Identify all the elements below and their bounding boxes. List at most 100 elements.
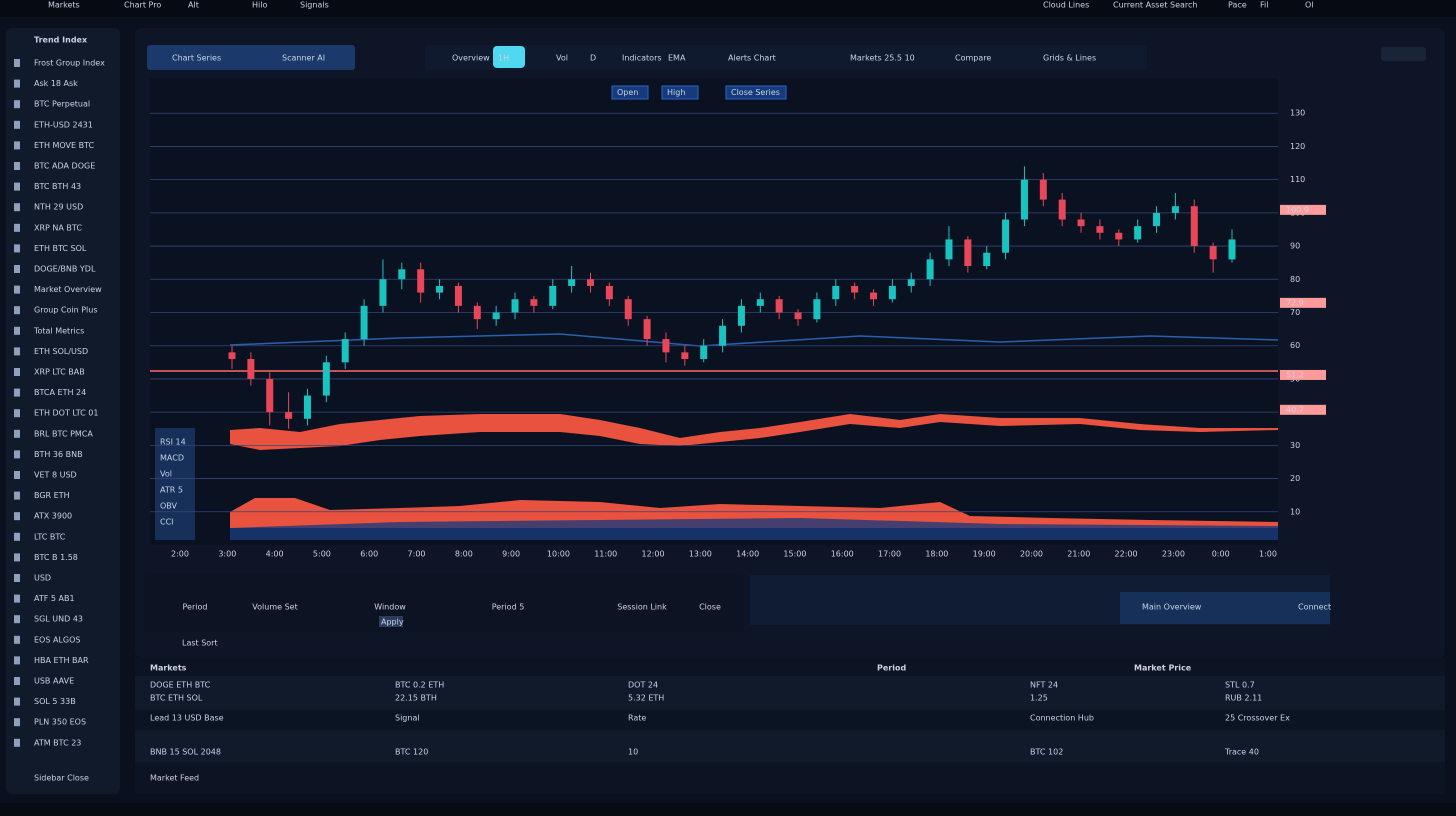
sidebar-item[interactable]: BTCA ETH 24 <box>34 388 86 397</box>
top-menu-item[interactable]: Hilo <box>252 1 267 10</box>
x-tick-label: 12:00 <box>642 550 665 559</box>
toolbar-tab[interactable]: Alerts Chart <box>728 54 776 63</box>
sidebar-item[interactable]: XRP NA BTC <box>34 223 82 232</box>
sidebar-item[interactable]: Group Coin Plus <box>34 306 98 315</box>
x-tick-label: 5:00 <box>313 550 331 559</box>
sidebar-item[interactable]: HBA ETH BAR <box>34 656 89 665</box>
sidebar-icon <box>14 347 20 356</box>
action-label[interactable]: Connect <box>1298 603 1331 612</box>
overlay-box <box>155 428 195 540</box>
toolbar-tab[interactable]: Indicators <box>622 54 662 63</box>
candle-body <box>473 305 481 320</box>
sidebar-item[interactable]: BTC BTH 43 <box>34 182 81 191</box>
sidebar-item[interactable]: LTC BTC <box>34 532 66 541</box>
sidebar-item[interactable]: ATF 5 AB1 <box>34 594 75 603</box>
sidebar-item[interactable]: BRL BTC PMCA <box>34 429 93 438</box>
sidebar-item[interactable]: Market Overview <box>34 285 102 294</box>
top-menu-item[interactable]: Markets <box>48 1 80 10</box>
price-tag-label: 51.2 <box>1286 370 1304 379</box>
candle-body <box>1209 246 1217 260</box>
sidebar-icon <box>14 718 20 727</box>
sidebar-item[interactable]: DOGE/BNB YDL <box>34 265 96 274</box>
control-label[interactable]: Volume Set <box>252 603 297 612</box>
sidebar-item[interactable]: BTC Perpetual <box>34 100 90 109</box>
legend-box <box>611 85 649 100</box>
toolbar-tab[interactable]: D <box>590 54 596 63</box>
table-cell: 22.15 BTH <box>395 694 437 703</box>
top-menu-item[interactable]: Pace <box>1228 1 1247 10</box>
table-cell: DOT 24 <box>628 681 658 690</box>
top-menu-item[interactable]: Cloud Lines <box>1043 1 1089 10</box>
active-tab <box>493 46 525 68</box>
sidebar-item[interactable]: ATX 3900 <box>34 512 72 521</box>
control-label[interactable]: Period <box>183 603 208 612</box>
y-tick-label: 80 <box>1290 275 1300 284</box>
sidebar-item[interactable]: PLN 350 EOS <box>34 718 86 727</box>
top-menu-item[interactable]: Current Asset Search <box>1113 1 1197 10</box>
sidebar-icon <box>14 574 20 582</box>
sidebar-item[interactable]: SGL UND 43 <box>34 615 83 624</box>
sidebar-item[interactable]: ATM BTC 23 <box>34 738 81 747</box>
sidebar-item[interactable]: ETH SOL/USD <box>34 347 88 356</box>
action-bar <box>1120 592 1330 624</box>
control-label[interactable]: Period 5 <box>492 603 525 612</box>
toolbar-tab[interactable]: Chart Series <box>172 54 221 63</box>
sidebar-item[interactable]: EOS ALGOS <box>34 635 80 644</box>
candle-body <box>756 299 764 306</box>
control-label[interactable]: Window <box>374 603 406 612</box>
toolbar-tab[interactable]: EMA <box>668 54 686 63</box>
top-menu-item[interactable]: Fil <box>1260 1 1268 10</box>
sidebar-item[interactable]: BTH 36 BNB <box>34 450 83 459</box>
legend-label: Open <box>617 88 638 97</box>
sidebar-icon <box>14 615 20 624</box>
sidebar-item[interactable]: NTH 29 USD <box>34 203 83 212</box>
sidebar-icon <box>14 512 20 521</box>
toolbar <box>425 45 1147 70</box>
x-tick-label: 20:00 <box>1020 550 1043 559</box>
control-label[interactable]: Session Link <box>617 603 667 612</box>
top-menu-item[interactable]: Alt <box>188 1 199 10</box>
x-tick-label: 1:00 <box>1259 550 1277 559</box>
sidebar-item[interactable]: Ask 18 Ask <box>34 79 78 88</box>
sidebar-item[interactable]: ETH DOT LTC 01 <box>34 409 98 418</box>
sidebar-item[interactable]: VET 8 USD <box>34 471 77 480</box>
sidebar-panel <box>6 28 120 794</box>
sidebar-item[interactable]: USB AAVE <box>34 677 74 686</box>
sidebar-icon <box>14 162 20 170</box>
sidebar-item[interactable]: ETH BTC SOL <box>34 244 87 253</box>
sidebar-item[interactable]: BGR ETH <box>34 491 70 500</box>
sidebar-item[interactable]: Total Metrics <box>33 326 84 335</box>
sidebar-item[interactable]: ETH MOVE BTC <box>34 141 95 150</box>
sidebar-item[interactable]: USD <box>34 574 51 583</box>
sidebar-icon <box>14 491 20 500</box>
toolbar-tab[interactable]: Overview <box>452 54 490 63</box>
sidebar-icon <box>14 594 20 603</box>
top-menu-item[interactable]: Ol <box>1305 1 1314 10</box>
action-label[interactable]: Main Overview <box>1142 603 1202 612</box>
candle-body <box>303 395 311 419</box>
control-label[interactable]: Close <box>699 603 721 612</box>
sidebar-footer[interactable]: Sidebar Close <box>34 774 89 783</box>
control-chip-label[interactable]: Apply <box>381 618 404 627</box>
menu-button[interactable] <box>1381 47 1426 61</box>
toolbar-tab[interactable]: Compare <box>955 54 991 63</box>
toolbar-tab[interactable]: 1H <box>498 54 509 63</box>
x-tick-label: 8:00 <box>455 550 473 559</box>
sidebar-item[interactable]: Frost Group Index <box>34 59 105 68</box>
sidebar-item[interactable]: BTC B 1.58 <box>34 553 78 562</box>
table-cell: Trace 40 <box>1224 748 1259 757</box>
sidebar-item[interactable]: XRP LTC BAB <box>34 368 85 377</box>
toolbar-tab[interactable]: Scanner AI <box>282 54 325 63</box>
sidebar-item[interactable]: ETH-USD 2431 <box>34 120 93 129</box>
toolbar-tab[interactable]: Markets 25.5 10 <box>850 54 915 63</box>
toolbar-tab[interactable]: Grids & Lines <box>1043 54 1096 63</box>
sidebar-item[interactable]: BTC ADA DOGE <box>34 162 95 171</box>
table-cell: BTC 0.2 ETH <box>395 681 444 690</box>
toolbar-tab[interactable]: Vol <box>556 54 568 63</box>
sidebar-item[interactable]: SOL 5 33B <box>34 697 76 706</box>
candle-body <box>964 239 972 266</box>
top-menu-item[interactable]: Chart Pro <box>124 1 161 10</box>
top-menu-item[interactable]: Signals <box>300 1 329 10</box>
candle-body <box>285 412 293 419</box>
